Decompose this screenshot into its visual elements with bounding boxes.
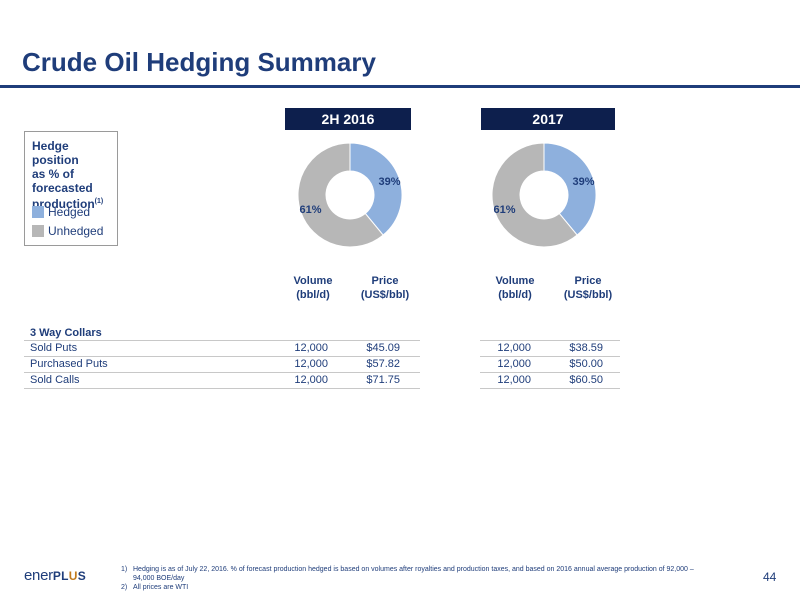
cell-price-2016-sold-calls: $71.75 xyxy=(366,374,400,386)
legend-footnote-ref: (1) xyxy=(94,198,104,205)
legend-title-line3: forecasted xyxy=(32,181,93,195)
legend-label-hedged: Hedged xyxy=(48,205,91,219)
cell-price-2017-sold-calls: $60.50 xyxy=(569,374,603,386)
table-rule-left xyxy=(24,372,420,373)
cell-vol-2016-sold-puts: 12,000 xyxy=(294,342,328,354)
col-header-price-line1: Price xyxy=(371,275,399,287)
footnotes: 1) Hedging is as of July 22, 2016. % of … xyxy=(121,565,711,592)
donut-slice-unhedged xyxy=(297,142,384,248)
donut-label-hedged: 39% xyxy=(379,176,401,188)
col-header-price-2017: Price (US$/bbl) xyxy=(551,274,625,302)
table-rule-right xyxy=(480,356,620,357)
table-rule-left xyxy=(24,388,420,389)
cell-price-2017-purchased-puts: $50.00 xyxy=(569,358,603,370)
section-label-3-way-collars: 3 Way Collars xyxy=(30,327,102,339)
logo-text-s: S xyxy=(77,569,87,583)
donut-slice-hedged xyxy=(349,142,403,236)
enerplus-logo: enerPLUS xyxy=(24,567,86,584)
cell-vol-2017-sold-puts: 12,000 xyxy=(497,342,531,354)
donut-label-unhedged: 61% xyxy=(299,204,321,216)
donut-slice-hedged xyxy=(543,142,597,236)
legend-title-line1: Hedge position xyxy=(32,139,79,167)
donut-chart-2h-2016: 39% 61% xyxy=(297,142,403,248)
table-rule-right xyxy=(480,388,620,389)
donut-chart-2017: 39% 61% xyxy=(491,142,597,248)
col-header-volume-2017: Volume (bbl/d) xyxy=(485,274,545,302)
table-rule-left xyxy=(24,340,420,341)
row-label-sold-puts: Sold Puts xyxy=(30,342,78,354)
cell-price-2016-sold-puts: $45.09 xyxy=(366,342,400,354)
table-rule-right xyxy=(480,372,620,373)
logo-text-ener: ener xyxy=(24,567,53,584)
col-header-volume-line1: Volume xyxy=(293,275,333,287)
legend-label-unhedged: Unhedged xyxy=(48,224,104,238)
legend-box: Hedge position as % of forecasted produc… xyxy=(24,131,118,246)
footnote-2-number: 2) xyxy=(121,584,128,591)
page-number: 44 xyxy=(763,570,777,584)
cell-vol-2017-sold-calls: 12,000 xyxy=(497,374,531,386)
footnote-1-text: Hedging is as of July 22, 2016. % of for… xyxy=(133,566,694,582)
col-header-price-line2: (US$/bbl) xyxy=(563,289,613,301)
legend-title-line2: as % of xyxy=(32,167,75,181)
donut-slice-unhedged xyxy=(491,142,578,248)
footnote-2: 2) All prices are WTI xyxy=(121,583,711,592)
row-label-sold-calls: Sold Calls xyxy=(30,374,80,386)
legend-swatch-unhedged xyxy=(32,225,44,237)
legend-item-unhedged: Unhedged xyxy=(32,224,103,238)
col-header-price-2016: Price (US$/bbl) xyxy=(350,274,420,302)
legend-item-hedged: Hedged xyxy=(32,205,90,219)
row-label-purchased-puts: Purchased Puts xyxy=(30,358,108,370)
title-divider xyxy=(0,85,800,88)
legend-swatch-hedged xyxy=(32,206,44,218)
logo-text-pl: PL xyxy=(52,569,69,583)
cell-price-2017-sold-puts: $38.59 xyxy=(569,342,603,354)
donut-label-hedged: 39% xyxy=(573,176,595,188)
logo-text-u: U xyxy=(68,569,78,583)
page-title: Crude Oil Hedging Summary xyxy=(22,47,376,77)
col-header-price-line2: (US$/bbl) xyxy=(360,289,410,301)
donut-label-unhedged: 61% xyxy=(493,204,515,216)
col-header-volume-line2: (bbl/d) xyxy=(296,289,330,301)
footnote-1: 1) Hedging is as of July 22, 2016. % of … xyxy=(121,565,711,583)
cell-vol-2016-purchased-puts: 12,000 xyxy=(294,358,328,370)
footnote-2-text: All prices are WTI xyxy=(133,584,189,591)
col-header-price-line1: Price xyxy=(574,275,602,287)
cell-vol-2017-purchased-puts: 12,000 xyxy=(497,358,531,370)
table-rule-left xyxy=(24,356,420,357)
col-header-volume-line1: Volume xyxy=(495,275,535,287)
col-header-volume-2016: Volume (bbl/d) xyxy=(283,274,343,302)
legend-title-line4: production xyxy=(32,197,95,211)
year-header-2h-2016: 2H 2016 xyxy=(285,108,411,130)
legend-title: Hedge position as % of forecasted produc… xyxy=(32,139,118,211)
col-header-volume-line2: (bbl/d) xyxy=(498,289,532,301)
cell-vol-2016-sold-calls: 12,000 xyxy=(294,374,328,386)
table-rule-right xyxy=(480,340,620,341)
cell-price-2016-purchased-puts: $57.82 xyxy=(366,358,400,370)
footnote-1-number: 1) xyxy=(121,566,128,573)
year-header-2017: 2017 xyxy=(481,108,615,130)
